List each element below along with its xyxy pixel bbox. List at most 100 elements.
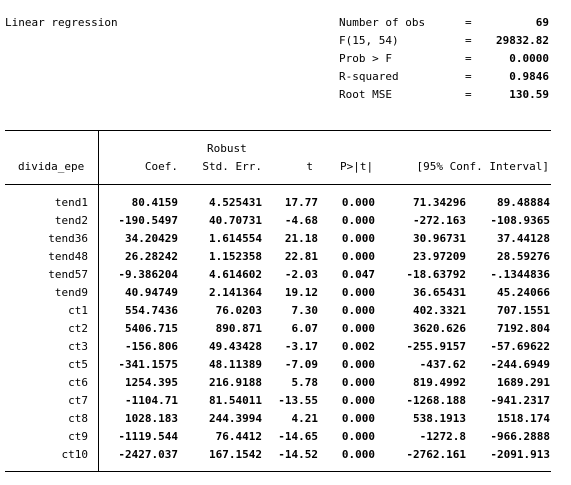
row-std-err: 81.54011: [209, 394, 262, 407]
row-ci-low: 36.65431: [413, 286, 466, 299]
row-ci-high: 89.48884: [497, 196, 550, 209]
row-ci-low: -2762.161: [406, 448, 466, 461]
row-coef: -190.5497: [118, 214, 178, 227]
row-variable: ct9: [68, 430, 88, 443]
row-ci-low: 3620.626: [413, 322, 466, 335]
row-p: 0.000: [341, 394, 375, 407]
stat-label: Root MSE: [339, 88, 392, 101]
row-coef: -2427.037: [118, 448, 178, 461]
row-ci-high: 45.24066: [497, 286, 550, 299]
table-top-rule: [5, 130, 551, 131]
stat-label: Prob > F: [339, 52, 392, 65]
row-coef: 5406.715: [125, 322, 178, 335]
row-std-err: 48.11389: [209, 358, 262, 371]
stat-value: 130.59: [509, 88, 549, 101]
row-p: 0.000: [341, 448, 375, 461]
row-coef: 34.20429: [125, 232, 178, 245]
dependent-variable: divida_epe: [18, 160, 85, 173]
row-std-err: 4.525431: [209, 196, 262, 209]
stat-value: 29832.82: [496, 34, 549, 47]
row-variable: ct2: [68, 322, 88, 335]
row-ci-low: 819.4992: [413, 376, 466, 389]
row-coef: 1028.183: [125, 412, 178, 425]
stat-value: 0.0000: [509, 52, 549, 65]
row-coef: -156.806: [125, 340, 178, 353]
row-ci-high: 707.1551: [497, 304, 550, 317]
row-ci-low: 71.34296: [413, 196, 466, 209]
row-p: 0.047: [341, 268, 375, 281]
row-variable: tend2: [54, 214, 88, 227]
row-t: -2.03: [284, 268, 318, 281]
row-p: 0.000: [341, 430, 375, 443]
row-p: 0.000: [341, 376, 375, 389]
row-ci-high: 1518.174: [497, 412, 550, 425]
row-ci-low: -437.62: [419, 358, 466, 371]
stat-equals: =: [465, 70, 472, 83]
row-ci-low: 30.96731: [413, 232, 466, 245]
row-ci-low: -272.163: [413, 214, 466, 227]
row-t: 7.30: [291, 304, 319, 317]
row-std-err: 76.0203: [215, 304, 262, 317]
row-ci-high: -966.2888: [490, 430, 550, 443]
row-ci-high: 37.44128: [497, 232, 550, 245]
row-ci-high: -244.6949: [490, 358, 550, 371]
row-ci-low: -18.63792: [406, 268, 466, 281]
row-ci-high: -57.69622: [490, 340, 550, 353]
row-p: 0.000: [341, 214, 375, 227]
row-variable: tend48: [48, 250, 88, 263]
row-coef: -1119.544: [118, 430, 178, 443]
stat-value: 69: [535, 16, 549, 29]
row-variable: ct7: [68, 394, 88, 407]
robust-label: Robust: [207, 142, 247, 155]
row-p: 0.000: [341, 358, 375, 371]
row-t: 4.21: [291, 412, 319, 425]
row-std-err: 216.9188: [209, 376, 262, 389]
row-variable: ct8: [68, 412, 88, 425]
header-bottom-rule: [5, 184, 551, 185]
row-t: 19.12: [284, 286, 318, 299]
row-coef: 40.94749: [125, 286, 178, 299]
row-variable: tend57: [48, 268, 88, 281]
row-p: 0.000: [341, 250, 375, 263]
row-variable: tend36: [48, 232, 88, 245]
header-std-err: Std. Err.: [202, 160, 262, 173]
row-variable: ct10: [61, 448, 89, 461]
stat-label: R-squared: [339, 70, 399, 83]
row-std-err: 167.1542: [209, 448, 262, 461]
regression-title: Linear regression: [5, 16, 118, 29]
header-coef: Coef.: [144, 160, 178, 173]
row-std-err: 1.152358: [209, 250, 262, 263]
row-std-err: 49.43428: [209, 340, 262, 353]
row-variable: tend9: [54, 286, 88, 299]
row-std-err: 244.3994: [209, 412, 262, 425]
row-variable: tend1: [54, 196, 88, 209]
row-t: 17.77: [284, 196, 318, 209]
row-coef: -1104.71: [125, 394, 178, 407]
header-t: t: [306, 160, 313, 173]
row-coef: -9.386204: [118, 268, 178, 281]
row-ci-high: -941.2317: [490, 394, 550, 407]
row-ci-high: -.1344836: [490, 268, 550, 281]
row-std-err: 76.4412: [215, 430, 262, 443]
row-ci-high: 1689.291: [497, 376, 550, 389]
row-coef: 1254.395: [125, 376, 178, 389]
row-p: 0.000: [341, 286, 375, 299]
row-std-err: 2.141364: [209, 286, 262, 299]
table-bottom-rule: [5, 471, 551, 472]
row-std-err: 4.614602: [209, 268, 262, 281]
row-ci-high: -2091.913: [490, 448, 550, 461]
row-t: -3.17: [284, 340, 318, 353]
row-coef: 554.7436: [125, 304, 178, 317]
stat-equals: =: [465, 34, 472, 47]
row-ci-low: -255.9157: [406, 340, 466, 353]
header-p: P>|t|: [340, 160, 374, 173]
row-ci-low: 402.3321: [413, 304, 466, 317]
row-ci-high: -108.9365: [490, 214, 550, 227]
row-p: 0.002: [341, 340, 375, 353]
row-variable: ct6: [68, 376, 88, 389]
row-p: 0.000: [341, 412, 375, 425]
row-variable: ct5: [68, 358, 88, 371]
row-variable: ct1: [68, 304, 88, 317]
row-t: -13.55: [278, 394, 318, 407]
row-ci-low: 538.1913: [413, 412, 466, 425]
